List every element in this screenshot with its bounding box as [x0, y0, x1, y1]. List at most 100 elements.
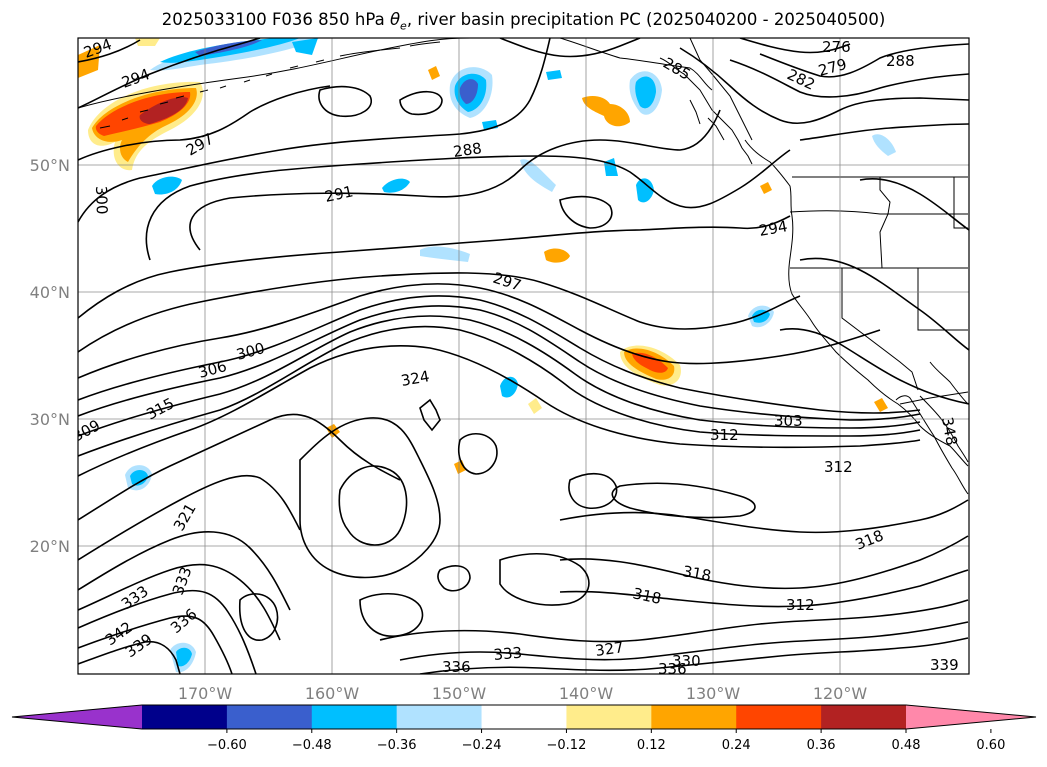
shade-orange-o — [760, 182, 772, 194]
clabel: 276 — [822, 38, 851, 56]
title-theta-subscript: e — [400, 19, 407, 33]
contour-inner-2 — [338, 465, 408, 546]
clabel: 288 — [886, 52, 915, 70]
lon-label: 140°W — [559, 684, 614, 703]
shade-blue-b — [382, 178, 410, 193]
shade-blue-j — [872, 134, 896, 156]
contour-291 — [145, 149, 791, 261]
coast-alaska-peninsula — [78, 38, 471, 109]
shade-blue-g — [420, 246, 470, 262]
clabel: 303 — [774, 412, 803, 430]
shade-blue-q — [546, 70, 562, 80]
clabel: 318 — [681, 562, 712, 585]
contour-land-3 — [859, 177, 969, 231]
shade-blue-a — [152, 176, 182, 195]
border-nv-az — [917, 268, 968, 331]
lat-label: 40°N — [30, 283, 70, 302]
colorbar-outline — [11, 704, 1037, 730]
border-wa-or — [789, 210, 968, 215]
title-suffix: , river basin precipitation PC (20250402… — [406, 10, 886, 29]
contour-inner-3 — [419, 398, 441, 432]
contour-east-288 — [799, 123, 969, 141]
coast-alaska-south — [339, 38, 713, 91]
contour-306 — [78, 305, 921, 421]
coast-gulf-california — [919, 361, 969, 463]
contour-inner-4 — [458, 433, 498, 475]
contour-inner-1 — [299, 417, 441, 579]
colorbar-tick-label: −0.60 — [207, 738, 247, 753]
coast-aleutians — [99, 59, 325, 129]
contour-318-a — [78, 413, 401, 521]
clabel: 294 — [758, 217, 789, 240]
clabel: 336 — [442, 658, 471, 676]
contour-309 — [78, 315, 921, 437]
contour-294-nw — [78, 39, 141, 63]
shade-red-sf — [632, 352, 668, 373]
clabel: 282 — [784, 65, 818, 93]
contour-330 — [78, 563, 281, 641]
coast-baja — [895, 395, 969, 495]
shade-blue-bc-2 — [635, 76, 656, 109]
contour-inner-10 — [568, 473, 618, 510]
contour-303 — [78, 295, 921, 414]
clabel: 291 — [323, 182, 355, 206]
lon-label: 160°W — [305, 684, 360, 703]
shade-orange-l — [528, 398, 542, 414]
contour-318-b — [559, 499, 969, 534]
contour-east-285 — [679, 47, 969, 124]
contour-east-282 — [729, 59, 969, 98]
contour-339 — [78, 640, 181, 674]
contour-nw-blob — [318, 85, 373, 118]
shade-blue-top-4 — [292, 38, 318, 55]
colorbar-segment — [821, 705, 907, 729]
clabel: 312 — [824, 458, 853, 476]
coast-bc-islands — [659, 57, 753, 165]
contour-336 — [78, 615, 233, 674]
contour-321 — [78, 474, 301, 561]
colorbar-ticks: −0.60 −0.48 −0.36 −0.24 −0.12 0.12 0.24 0.36 0.4… — [207, 729, 1005, 753]
contour-labels: 294 294 285 276 282 279 288 297 288 291 … — [78, 35, 961, 676]
clabel: 339 — [930, 656, 959, 674]
map-title: 2025033100 F036 850 hPa θe, river basin … — [0, 10, 1047, 32]
colorbar-segment — [396, 705, 483, 729]
contour-327-s — [379, 599, 969, 643]
shade-blue-e2 — [130, 470, 148, 486]
contour-inner-5 — [611, 482, 756, 519]
clabel: 324 — [400, 367, 431, 390]
colorbar-tick-label: −0.48 — [292, 738, 332, 753]
shade-orange-p — [428, 66, 440, 80]
colorbar-tick-label: 0.60 — [976, 738, 1005, 753]
clabel: 294 — [81, 35, 114, 62]
colorbar-tick-label: 0.12 — [637, 738, 666, 753]
clabel: 330 — [672, 652, 701, 670]
shade-blue-s — [604, 158, 618, 176]
shade-yellow-top — [135, 38, 160, 46]
colorbar-tick-label: 0.36 — [807, 738, 836, 753]
contour-gulf-1 — [399, 90, 443, 116]
shade-orange-m — [454, 460, 466, 474]
clabel: 312 — [710, 426, 739, 444]
clabel: 318 — [631, 584, 663, 608]
shade-orange-44n — [544, 248, 570, 263]
shade-blue-h2 — [176, 647, 192, 667]
colorbar-segment — [142, 705, 228, 729]
contour-330-s — [399, 621, 969, 661]
contour-inner-8 — [437, 565, 471, 592]
contour-324 — [78, 531, 291, 611]
shade-blue-gulf-3 — [459, 79, 478, 104]
contour-300-west — [78, 38, 551, 223]
colorbar-segment — [226, 705, 313, 729]
contour-315 — [78, 344, 921, 477]
map-area: 294 294 285 276 282 279 288 297 288 291 … — [78, 35, 969, 676]
lat-label: 20°N — [30, 537, 70, 556]
colorbar-segment — [651, 705, 737, 729]
clabel: 300 — [234, 339, 266, 364]
colorbar-segment — [566, 705, 652, 729]
colorbar-segment — [481, 705, 567, 729]
lon-label: 150°W — [432, 684, 487, 703]
lon-label: 120°W — [813, 684, 868, 703]
colorbar-segment — [311, 705, 398, 729]
contour-mid-east — [559, 195, 613, 229]
contour-333-s — [419, 637, 969, 674]
